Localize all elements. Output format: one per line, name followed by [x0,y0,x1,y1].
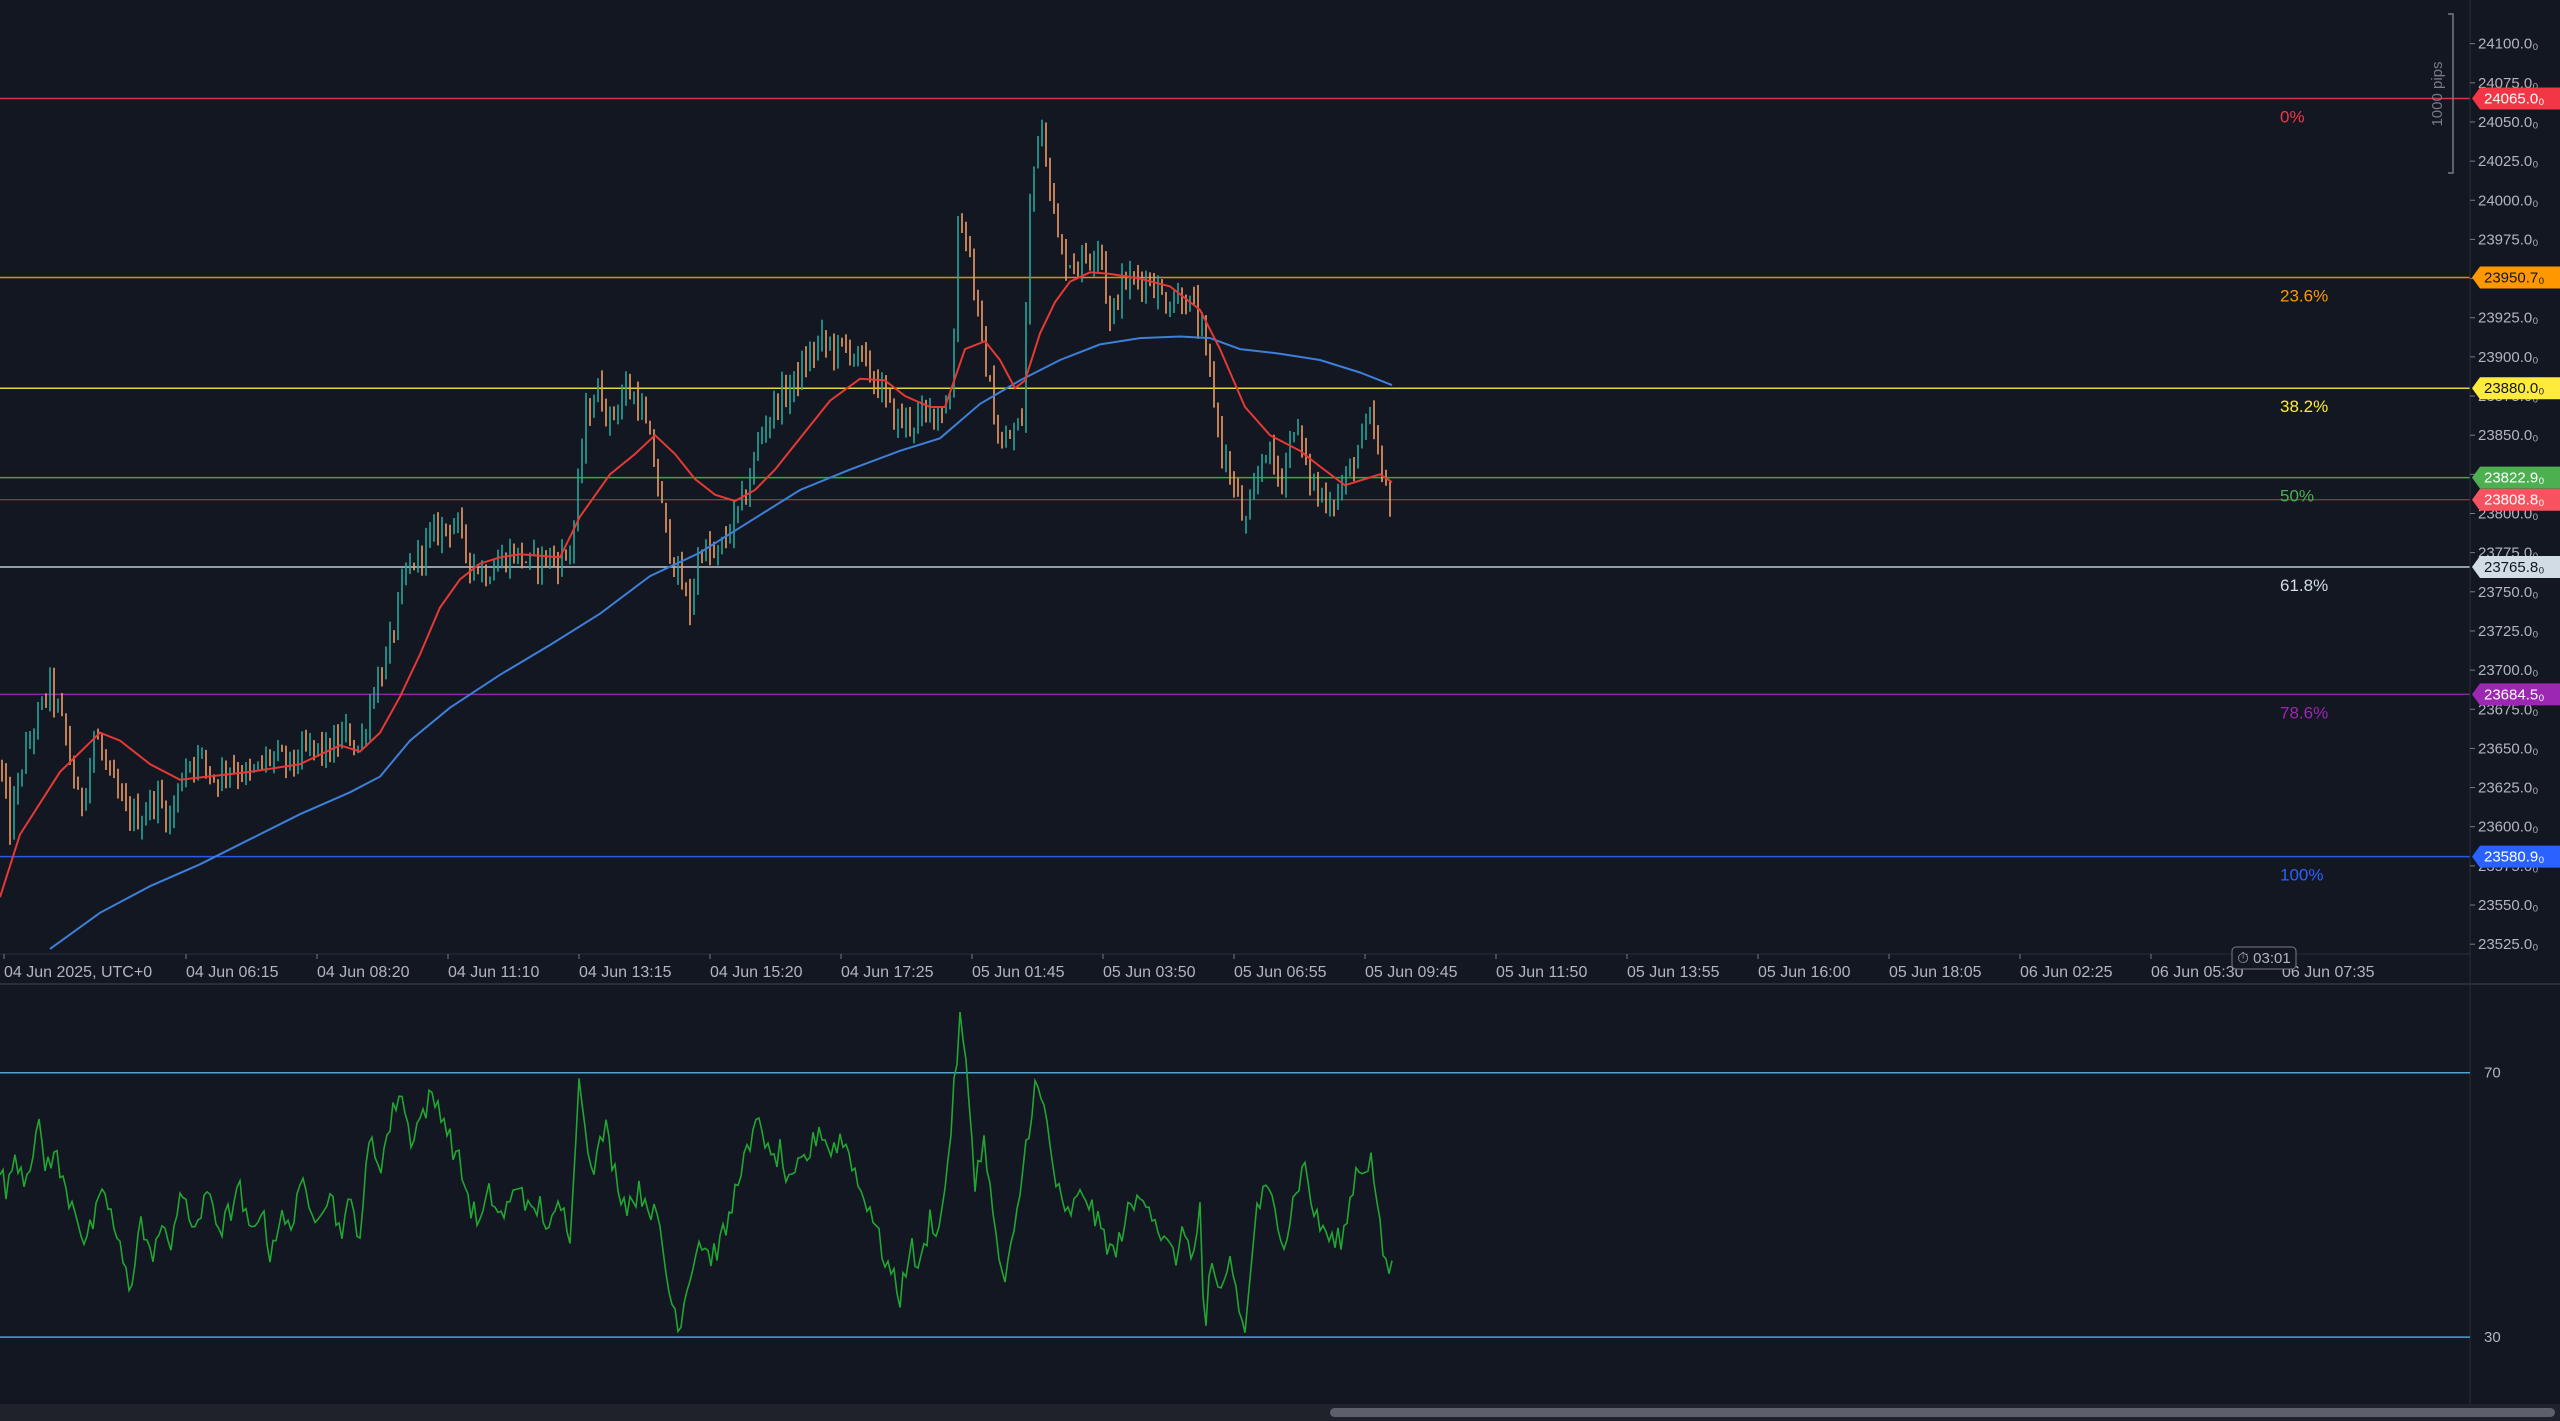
price-tick-label: 23550.0₀ [2478,897,2538,914]
time-tick-label: 06 Jun 02:25 [2020,964,2113,981]
price-tick-label: 24000.0₀ [2478,192,2538,209]
current-price-badge-text: 23808.8₀ [2484,492,2544,509]
time-tick-label: 04 Jun 2025, UTC+0 [4,964,152,981]
measure-bracket [2448,13,2454,174]
price-badge-4-bg [2472,556,2560,579]
fib-label-5: 78.6% [2280,703,2328,722]
price-badge-3-text: 23822.9₀ [2484,470,2544,487]
price-tick-label: 23750.0₀ [2478,584,2538,601]
price-tick-label: 24050.0₀ [2478,114,2538,131]
fib-label-1: 23.6% [2280,286,2328,305]
price-tick-label: 23600.0₀ [2478,819,2538,836]
countdown-box [2231,946,2297,970]
time-tick-label: 05 Jun 03:50 [1103,964,1196,981]
ema-fast-line [0,271,1393,898]
price-tick-label: 23650.0₀ [2478,740,2538,757]
time-tick-label: 05 Jun 11:50 [1496,964,1587,981]
time-tick-label: 04 Jun 13:15 [579,964,672,981]
price-tick-label: 23975.0₀ [2478,231,2538,248]
time-tick-label: 05 Jun 01:45 [972,964,1065,981]
countdown-label: ⏱ 03:01 [2237,950,2290,967]
time-tick-label: 05 Jun 16:00 [1758,964,1851,981]
price-badge-5-bg [2472,683,2560,706]
price-badge-1-text: 23950.7₀ [2484,269,2544,286]
price-badge-2-bg [2472,377,2560,400]
time-tick-label: 05 Jun 13:55 [1627,964,1720,981]
fib-label-6: 100% [2280,866,2323,885]
price-tick-label: 23675.0₀ [2478,701,2538,718]
price-tick-label: 23850.0₀ [2478,427,2538,444]
time-tick-label: 05 Jun 09:45 [1365,964,1458,981]
oscillator-line [0,1011,1393,1334]
oscillator-level-label: 30 [2484,1329,2501,1346]
time-tick-label: 04 Jun 08:20 [317,964,410,981]
time-tick-label: 04 Jun 15:20 [710,964,803,981]
price-tick-label: 23700.0₀ [2478,662,2538,679]
time-tick-label: 06 Jun 07:35 [2282,964,2375,981]
price-tick-label: 23725.0₀ [2478,623,2538,640]
price-tick-label: 24100.0₀ [2478,36,2538,53]
time-tick-label: 05 Jun 06:55 [1234,964,1327,981]
oscillator-level-label: 70 [2484,1065,2501,1082]
time-axis[interactable]: 04 Jun 2025, UTC+0 04 Jun 06:15 04 Jun 08:… [3,946,2375,981]
time-tick-label: 04 Jun 06:15 [186,964,279,981]
moving-averages [0,271,1393,950]
price-badge-1-bg [2472,266,2560,289]
price-badge-4-text: 23765.8₀ [2484,559,2544,576]
candles [1,119,1391,845]
time-tick-label: 06 Jun 05:30 [2151,964,2244,981]
price-tick-label: 23925.0₀ [2478,310,2538,327]
price-badge-6-text: 23580.9₀ [2484,849,2544,866]
price-badge-6-bg [2472,845,2560,868]
time-tick-label: 05 Jun 18:05 [1889,964,1982,981]
fib-label-4: 61.8% [2280,576,2328,595]
time-tick-label: 04 Jun 17:25 [841,964,934,981]
price-tick-label: 23900.0₀ [2478,349,2538,366]
ema-slow-line [49,335,1393,950]
time-tick-label: 04 Jun 11:10 [448,964,539,981]
price-badge-0-text: 24065.0₀ [2484,90,2544,107]
price-badge-5-text: 23684.5₀ [2484,686,2544,703]
price-tick-label: 23525.0₀ [2478,936,2538,953]
price-tick-label: 23625.0₀ [2478,780,2538,797]
fib-label-3: 50% [2280,487,2314,506]
fib-labels: 0% 23.6% 38.2% 50% 61.8% 78.6% 100% [2280,107,2328,884]
oscillator-pane: 70 30 [0,1011,2501,1346]
fib-label-0: 0% [2280,107,2305,126]
fib-label-2: 38.2% [2280,397,2328,416]
measure-tool: 1000 pips [2429,13,2454,174]
fib-lines [0,97,2470,858]
horizontal-scrollbar-thumb[interactable] [1330,1408,2555,1417]
measure-label: 1000 pips [2429,61,2446,126]
price-badge-2-text: 23880.0₀ [2484,380,2544,397]
price-tick-label: 24025.0₀ [2478,153,2538,170]
price-badge-0-bg [2472,87,2560,110]
price-badge-3-bg [2472,466,2560,489]
current-price-badge-bg [2472,488,2560,511]
price-axis[interactable]: 24100.0₀24075.0₀24050.0₀24025.0₀24000.0₀… [2470,36,2560,954]
